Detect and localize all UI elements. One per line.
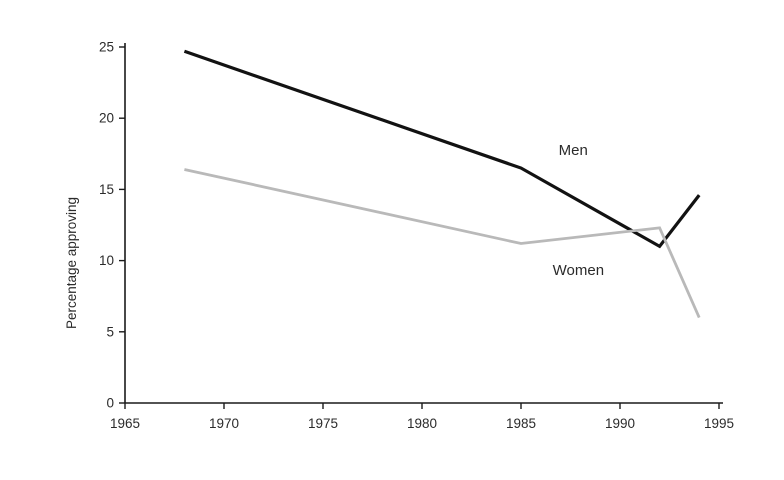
y-tick-label: 5 — [106, 324, 114, 339]
x-tick-label: 1990 — [605, 416, 635, 431]
series-label-men: Men — [559, 142, 588, 159]
x-tick-label: 1970 — [209, 416, 239, 431]
y-tick-label: 0 — [106, 396, 114, 411]
y-tick-label: 25 — [99, 40, 114, 55]
x-tick-label: 1965 — [110, 416, 140, 431]
y-tick-label: 20 — [99, 111, 114, 126]
x-tick-label: 1980 — [407, 416, 437, 431]
x-tick-label: 1995 — [704, 416, 734, 431]
y-tick-label: 10 — [99, 253, 114, 268]
series-line-women — [184, 168, 701, 319]
y-tick-label: 15 — [99, 182, 114, 197]
x-tick-label: 1985 — [506, 416, 536, 431]
y-axis-title: Percentage approving — [64, 197, 79, 329]
series-label-women: Women — [553, 262, 604, 279]
x-tick-label: 1975 — [308, 416, 338, 431]
series-line-men — [183, 49, 701, 249]
